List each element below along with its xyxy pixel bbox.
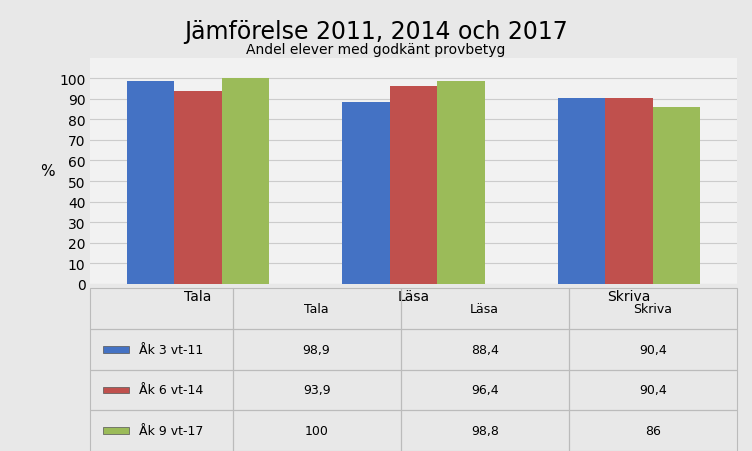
Bar [90, 329, 232, 370]
Bar [232, 410, 401, 451]
Bar [558, 99, 605, 284]
Bar [569, 289, 737, 329]
Text: Tala: Tala [305, 303, 329, 315]
Text: 88,4: 88,4 [471, 343, 499, 356]
Bar [222, 79, 269, 284]
Text: 98,9: 98,9 [303, 343, 330, 356]
Bar [401, 370, 569, 410]
Bar [232, 370, 401, 410]
Bar [103, 346, 129, 353]
Text: Jämförelse 2011, 2014 och 2017: Jämförelse 2011, 2014 och 2017 [184, 20, 568, 44]
Bar [90, 370, 232, 410]
Text: 90,4: 90,4 [639, 384, 667, 396]
Text: 86: 86 [645, 424, 661, 437]
Text: Skriva: Skriva [633, 303, 672, 315]
Text: 98,8: 98,8 [471, 424, 499, 437]
Text: Andel elever med godkänt provbetyg: Andel elever med godkänt provbetyg [247, 43, 505, 57]
Bar [569, 370, 737, 410]
Bar [653, 108, 700, 284]
Bar [438, 82, 485, 284]
Bar [174, 92, 222, 284]
Bar [401, 410, 569, 451]
Text: 93,9: 93,9 [303, 384, 330, 396]
Text: 90,4: 90,4 [639, 343, 667, 356]
Text: Läsa: Läsa [470, 303, 499, 315]
Bar [569, 329, 737, 370]
Y-axis label: %: % [41, 164, 55, 179]
Bar [127, 81, 174, 284]
Text: 96,4: 96,4 [471, 384, 499, 396]
Bar [390, 87, 438, 284]
Bar [232, 329, 401, 370]
Bar [605, 99, 653, 284]
Text: 100: 100 [305, 424, 329, 437]
Text: Åk 9 vt-17: Åk 9 vt-17 [138, 424, 203, 437]
Bar [90, 289, 232, 329]
Bar [342, 103, 390, 284]
Bar [103, 387, 129, 393]
Text: Åk 6 vt-14: Åk 6 vt-14 [138, 384, 203, 396]
Bar [90, 410, 232, 451]
Bar [401, 289, 569, 329]
Text: Åk 3 vt-11: Åk 3 vt-11 [138, 343, 203, 356]
Bar [103, 428, 129, 434]
Bar [401, 329, 569, 370]
Bar [232, 289, 401, 329]
Bar [569, 410, 737, 451]
